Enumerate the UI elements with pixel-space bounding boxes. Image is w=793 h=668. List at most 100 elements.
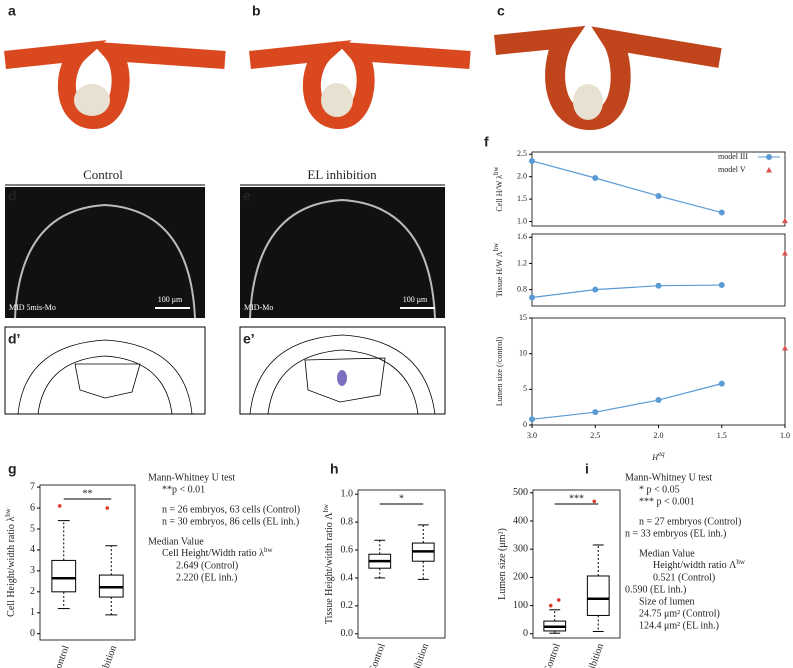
outlier xyxy=(105,506,110,510)
y-tick-label: 6 xyxy=(30,502,35,513)
control-header: Control xyxy=(83,167,123,182)
legend-swatch xyxy=(766,167,772,173)
annotation-main: Height/width ratio Λ xyxy=(653,560,737,571)
outlier xyxy=(592,499,597,504)
point xyxy=(529,294,535,301)
y-axis-label-main: Tissue H/W Λ xyxy=(495,251,504,297)
y-tick-label: 2.5 xyxy=(517,149,527,158)
y-tick-label: 2.0 xyxy=(517,171,527,180)
annotation: *** p < 0.001 xyxy=(639,496,695,507)
box xyxy=(586,575,610,616)
panel-letter: i xyxy=(585,461,589,477)
tracing-lines xyxy=(17,339,193,415)
y-axis-label-sup: hw xyxy=(492,165,500,175)
x-tick-label: EL inhibition xyxy=(578,642,607,668)
series-line xyxy=(531,284,722,299)
annotation: 124.4 μm² (EL inh.) xyxy=(639,620,719,631)
annotation: n = 27 embryos (Control) xyxy=(639,516,741,527)
y-tick-label: 7 xyxy=(30,481,35,492)
tissue-outline xyxy=(249,198,436,319)
annotation: Height/width ratio Λhw xyxy=(653,558,746,572)
annotation-sup: hw xyxy=(264,546,274,554)
annotation: 2.220 (EL inh.) xyxy=(176,572,237,583)
box xyxy=(51,559,77,593)
y-tick-label: 1.2 xyxy=(517,258,527,267)
plot-frame xyxy=(531,151,786,227)
y-tick-label: 4 xyxy=(30,544,35,555)
annotation: 0.590 (EL inh.) xyxy=(625,584,686,595)
annotation: Mann-Whitney U test xyxy=(148,472,235,483)
y-tick-label: 300 xyxy=(513,543,528,554)
image-label: MID 5mis-Mo xyxy=(9,303,56,312)
x-tick-label: Control xyxy=(542,642,563,668)
y-tick-label: 400 xyxy=(513,515,528,526)
point xyxy=(592,286,599,293)
panel-letter: h xyxy=(330,461,339,477)
significance: ** xyxy=(83,488,93,499)
y-tick-label: 0.4 xyxy=(341,572,354,583)
series-line xyxy=(531,383,722,420)
point xyxy=(655,397,662,404)
panel-letter: a xyxy=(8,3,16,19)
panel-letter: f xyxy=(484,134,489,150)
y-tick-label: 5 xyxy=(30,523,35,534)
point xyxy=(782,344,788,351)
legend-label: model V xyxy=(718,165,746,174)
annotation: * p < 0.05 xyxy=(639,484,680,495)
y-tick-label: 0.8 xyxy=(517,284,527,293)
panel-letter: d’ xyxy=(8,331,20,347)
point xyxy=(655,282,662,289)
panel-letter: b xyxy=(252,3,261,19)
y-tick-label: 500 xyxy=(513,487,528,498)
point xyxy=(782,217,788,224)
x-tick-label: 1.0 xyxy=(780,431,790,440)
x-axis-label-main: H xyxy=(651,453,659,462)
y-axis-label-main: Lumen size (μm²) xyxy=(497,528,508,600)
tracing-lines xyxy=(249,334,436,415)
annotation: 0.521 (Control) xyxy=(653,572,715,583)
x-axis-label-sup: eq xyxy=(658,450,665,458)
y-axis-label: Cell Height/width ratio λhw xyxy=(4,507,18,617)
outlier xyxy=(556,598,561,602)
image-label: MID-Mo xyxy=(244,303,273,312)
annotation: Size of lumen xyxy=(639,596,695,607)
annotation: n = 30 embryos, 86 cells (EL inh.) xyxy=(162,516,299,527)
y-tick-label: 10 xyxy=(519,348,527,357)
y-tick-label: 1.5 xyxy=(517,194,527,203)
annotation-main: Cell Height/Width ratio λ xyxy=(162,548,264,559)
y-tick-label: 1 xyxy=(30,607,35,618)
y-tick-label: 0.6 xyxy=(341,544,354,555)
y-tick-label: 1.0 xyxy=(517,216,527,225)
y-axis-label: Tissue H/W Λhw xyxy=(492,242,504,297)
x-tick-label: EL inhibition xyxy=(403,642,432,668)
annotation: Median Value xyxy=(148,536,204,547)
point xyxy=(718,209,725,216)
micrograph-e xyxy=(240,187,445,318)
y-tick-label: 15 xyxy=(519,313,527,322)
annotation: Median Value xyxy=(639,548,695,559)
y-tick-label: 0.0 xyxy=(341,628,354,639)
legend-label: model III xyxy=(718,152,748,161)
y-tick-label: 0 xyxy=(523,420,527,429)
panel-letter: e’ xyxy=(243,331,255,347)
point xyxy=(592,409,599,416)
y-tick-label: 1.0 xyxy=(341,488,354,499)
point xyxy=(529,416,535,423)
point xyxy=(782,249,788,256)
x-tick-label: 1.5 xyxy=(717,431,727,440)
y-axis-label-main: Lumen size (/control) xyxy=(495,337,504,407)
y-tick-label: 1.6 xyxy=(517,232,527,241)
lumen-outline xyxy=(337,370,347,386)
y-axis-label: Cell H/W λhw xyxy=(492,165,504,211)
y-tick-label: 200 xyxy=(513,572,528,583)
micrograph-d xyxy=(5,187,205,318)
y-tick-label: 2 xyxy=(30,586,35,597)
x-tick-label: 2.0 xyxy=(654,431,664,440)
series-line xyxy=(531,160,722,214)
plot-frame xyxy=(532,489,621,639)
point xyxy=(655,192,662,199)
x-tick-label: EL inhibition xyxy=(91,644,120,668)
point xyxy=(592,175,599,182)
scale-label: 100 μm xyxy=(158,295,183,304)
tracing-d xyxy=(4,326,206,415)
